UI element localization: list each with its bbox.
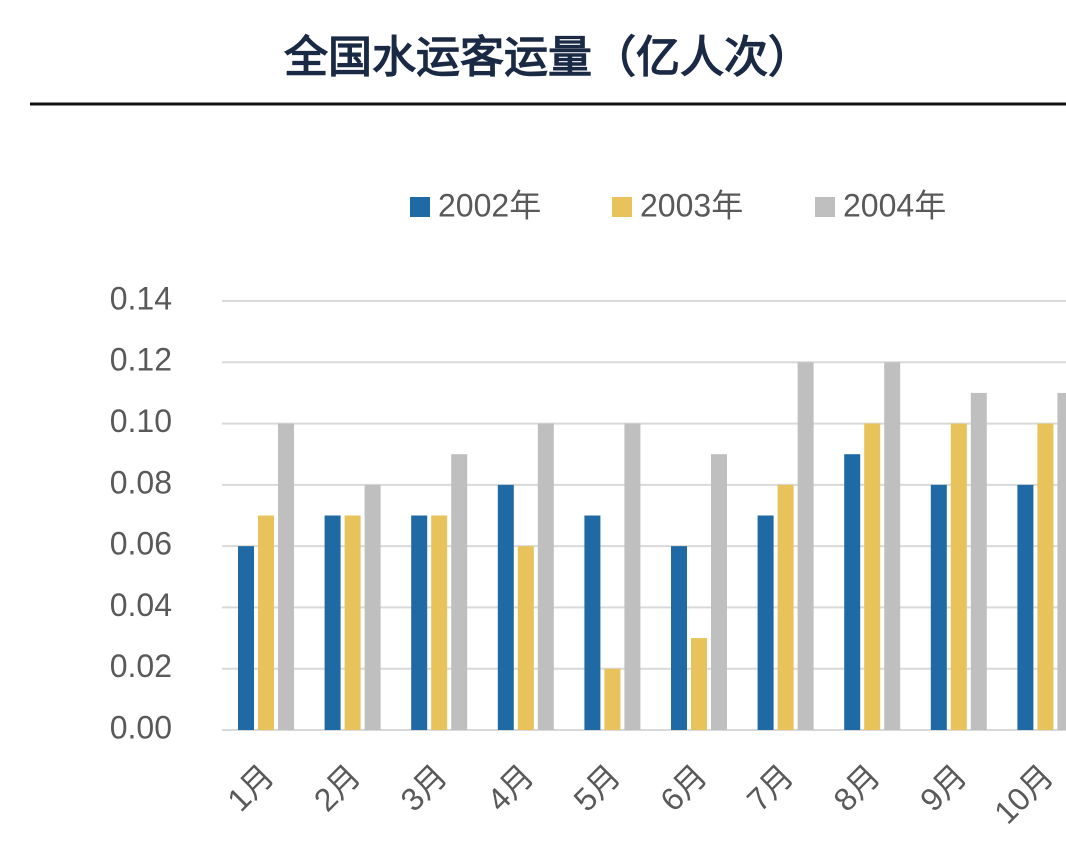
x-tick-label: 1月 [220, 757, 281, 818]
bar [884, 362, 901, 730]
chart-title: 全国水运客运量（亿人次） [283, 32, 812, 82]
x-tick-label: 7月 [740, 757, 801, 818]
legend-label: 2003年 [640, 187, 743, 223]
bar [364, 484, 381, 730]
bar [711, 454, 727, 730]
bar [1037, 423, 1054, 730]
bar [537, 423, 554, 730]
bar [451, 454, 468, 730]
bar [930, 484, 947, 730]
legend-swatch [815, 197, 835, 217]
x-tick-label: 2月 [307, 757, 368, 818]
bar [344, 515, 361, 730]
y-tick-label: 0.00 [110, 709, 172, 745]
legend-label: 2002年 [438, 187, 541, 223]
x-tick-label: 9月 [913, 757, 974, 818]
y-tick-label: 0.06 [110, 526, 172, 562]
bar [604, 668, 621, 730]
x-tick-label: 4月 [480, 757, 541, 818]
bar [584, 515, 601, 730]
bar [671, 546, 687, 730]
bar [777, 484, 794, 730]
y-tick-label: 0.02 [110, 648, 172, 684]
y-tick-label: 0.14 [110, 280, 172, 316]
bar [624, 423, 641, 730]
x-tick-label: 6月 [653, 757, 714, 818]
bar [1017, 484, 1034, 730]
x-tick-label: 8月 [826, 757, 887, 818]
bar [864, 423, 881, 730]
bar [797, 362, 814, 730]
y-tick-label: 0.04 [110, 587, 172, 623]
bar [411, 515, 428, 730]
x-tick-label: 10月 [987, 757, 1060, 830]
bar [691, 638, 707, 730]
bar [970, 392, 987, 730]
x-tick-label: 3月 [393, 757, 454, 818]
legend-swatch [410, 197, 430, 217]
bar [517, 546, 534, 730]
x-tick-label: 5月 [567, 757, 628, 818]
bar [431, 515, 448, 730]
y-tick-label: 0.10 [110, 403, 172, 439]
y-tick-label: 0.12 [110, 342, 172, 378]
bar [324, 515, 341, 730]
bar [757, 515, 774, 730]
bar [844, 454, 861, 730]
legend-label: 2004年 [843, 187, 946, 223]
bar [238, 546, 254, 730]
bar [950, 423, 967, 730]
legend-swatch [612, 197, 632, 217]
bar [1057, 392, 1066, 730]
bar [497, 484, 514, 730]
y-tick-label: 0.08 [110, 464, 172, 500]
bar [278, 423, 294, 730]
bar [258, 515, 274, 730]
